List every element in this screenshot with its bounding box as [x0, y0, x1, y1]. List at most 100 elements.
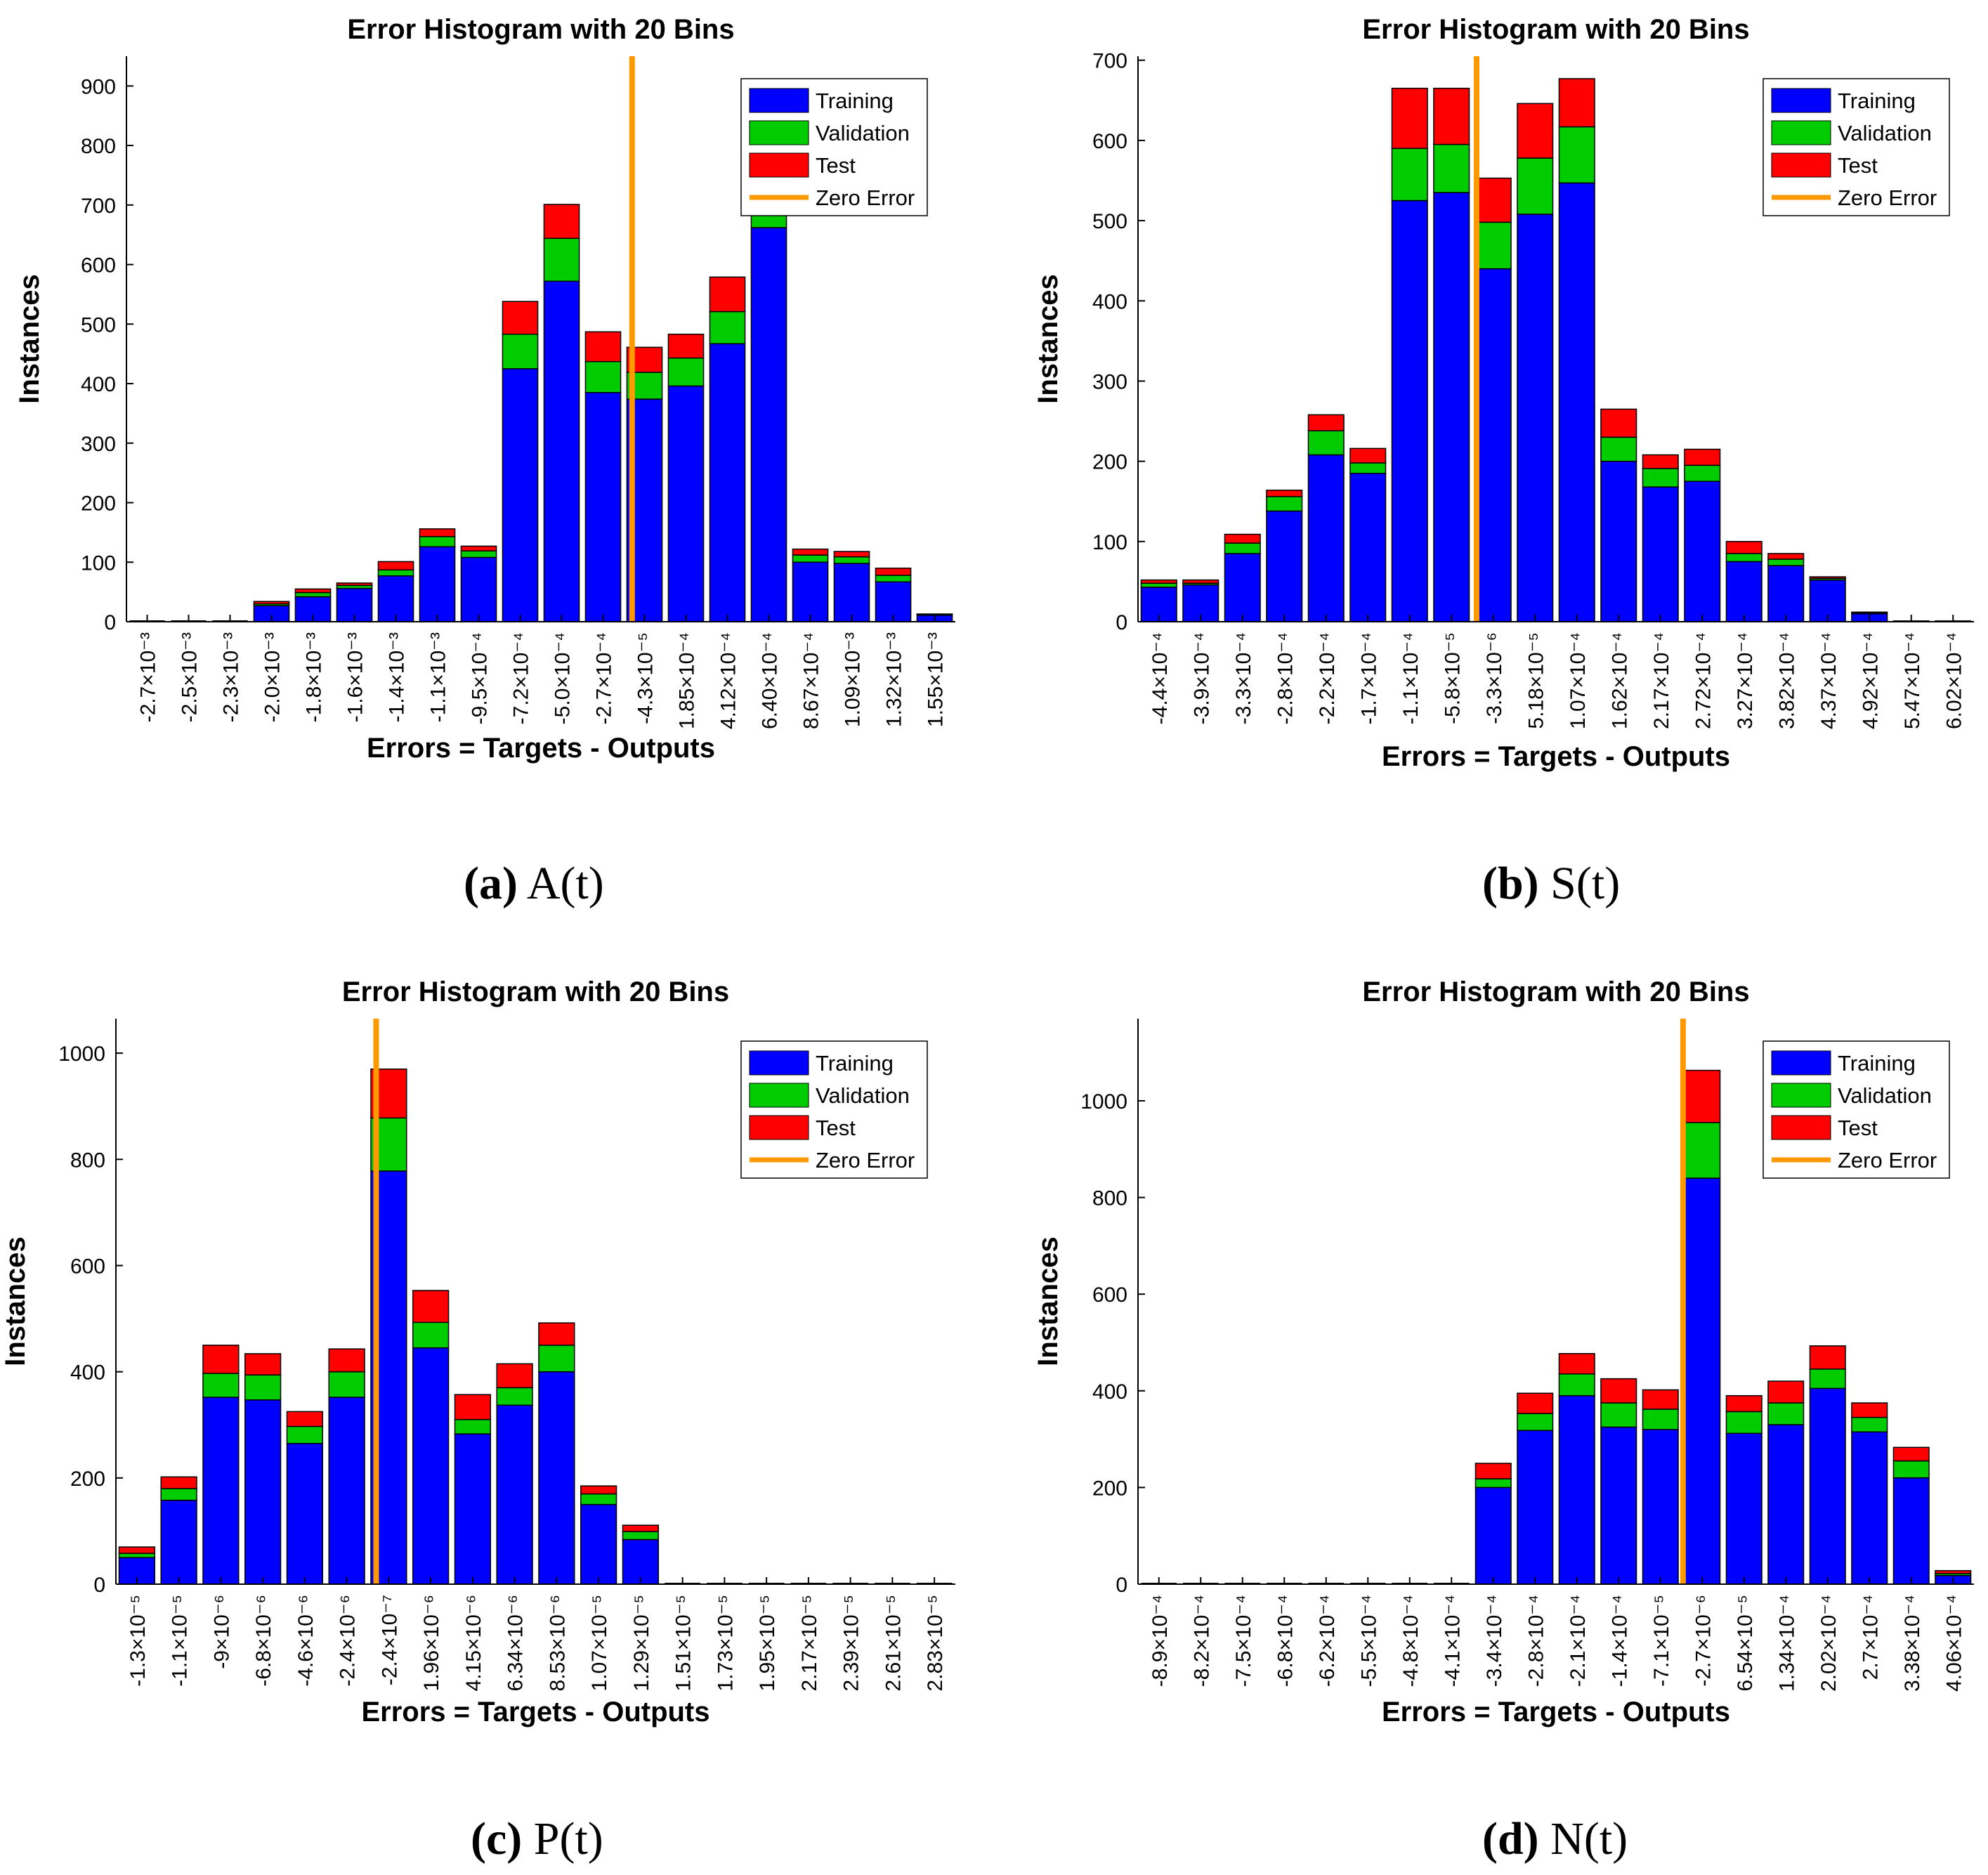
- x-tick-label: 1.62×10⁻⁴: [1608, 632, 1631, 729]
- bar-training-11: [580, 1503, 617, 1585]
- bar-test-11: [1600, 408, 1637, 438]
- bar-validation-16: [792, 554, 829, 563]
- bar-validation-10: [538, 1345, 575, 1373]
- bar-test-18: [1892, 1446, 1930, 1462]
- caption-c-text: P(t): [533, 1813, 603, 1864]
- legend-label: Validation: [816, 121, 910, 145]
- caption-c: (c) P(t): [471, 1812, 603, 1866]
- x-tick-label: -1.6×10⁻³: [344, 632, 367, 722]
- bar-training-3: [244, 1399, 282, 1585]
- bar-test-15: [1767, 553, 1805, 560]
- x-tick-label: 1.85×10⁻⁴: [676, 632, 699, 729]
- x-tick-label: 5.47×10⁻⁴: [1901, 632, 1924, 729]
- x-tick-label: -4.8×10⁻⁴: [1399, 1595, 1423, 1687]
- bar-training-10: [1558, 182, 1595, 622]
- chart-panel-a: Error Histogram with 20 Bins 0 100 200 300 40…: [0, 0, 994, 938]
- x-tick-label: 1.07×10⁻⁵: [588, 1595, 611, 1692]
- y-tick-label: 500: [1092, 210, 1127, 233]
- legend-label: Zero Error: [816, 1148, 915, 1172]
- x-tick-label: -2.4×10⁻⁶: [336, 1595, 360, 1687]
- histogram-a: Error Histogram with 20 Bins 0 100 200 300 40…: [14, 14, 955, 764]
- y-tick-label: 700: [1092, 50, 1127, 73]
- x-tick-label: -4.4×10⁻⁴: [1149, 632, 1172, 724]
- x-tick-label: -3.3×10⁻⁴: [1232, 632, 1255, 724]
- bar-validation-8: [1474, 1478, 1512, 1489]
- bar-validation-13: [1684, 1122, 1721, 1179]
- bar-training-4: [286, 1442, 324, 1585]
- legend-swatch-validation: [749, 1083, 809, 1108]
- legend-swatch-test: [749, 1115, 809, 1140]
- legend-label: Zero Error: [816, 185, 915, 210]
- y-tick-label: 1000: [1080, 1090, 1127, 1113]
- x-axis-label: Errors = Targets - Outputs: [367, 733, 715, 764]
- legend-label: Training: [1838, 1051, 1916, 1076]
- bar-test-14: [1725, 1394, 1763, 1413]
- y-tick-label: 400: [1092, 1380, 1127, 1404]
- bar-training-18: [1892, 1477, 1930, 1585]
- y-tick-label: 200: [81, 492, 116, 516]
- x-tick-label: -8.2×10⁻⁴: [1190, 1595, 1213, 1687]
- bar-test-11: [584, 331, 622, 362]
- bar-validation-17: [1851, 1416, 1888, 1433]
- x-tick-label: 2.39×10⁻⁵: [840, 1595, 863, 1692]
- bar-test-13: [1684, 448, 1721, 466]
- x-tick-label: -8.9×10⁻⁴: [1149, 1595, 1172, 1687]
- legend-swatch-training: [749, 1050, 809, 1076]
- bar-test-13: [1684, 1069, 1721, 1123]
- bar-validation-18: [875, 575, 912, 582]
- histogram-d: Error Histogram with 20 Bins 0 200 400 600 80…: [1033, 976, 1974, 1727]
- x-tick-label: 2.17×10⁻⁵: [798, 1595, 821, 1692]
- bar-test-8: [1474, 1463, 1512, 1479]
- x-tick-label: -1.3×10⁻⁵: [126, 1595, 150, 1687]
- legend-swatch-training: [749, 88, 809, 113]
- bar-validation-10: [543, 237, 580, 282]
- histogram-c: Error Histogram with 20 Bins 0 200 400 600 80…: [0, 976, 955, 1727]
- y-tick-label: 800: [70, 1149, 105, 1172]
- bar-validation-7: [1433, 143, 1470, 193]
- y-tick-label: 1000: [58, 1043, 105, 1066]
- x-tick-label: 2.72×10⁻⁴: [1692, 632, 1715, 729]
- bar-validation-3: [244, 1374, 282, 1401]
- bar-test-3: [244, 1353, 282, 1376]
- x-tick-label: -7.1×10⁻⁵: [1650, 1595, 1673, 1687]
- bar-test-19: [1935, 1569, 1972, 1574]
- bar-test-9: [502, 301, 539, 335]
- bar-validation-18: [1892, 1460, 1930, 1479]
- bar-test-0: [118, 1546, 156, 1554]
- bar-validation-13: [1684, 464, 1721, 482]
- y-axis-label: Instances: [1033, 274, 1064, 404]
- x-tick-label: -2.4×10⁻⁷: [378, 1595, 401, 1685]
- x-tick-label: 4.06×10⁻⁴: [1942, 1595, 1966, 1692]
- bar-training-10: [1558, 1394, 1595, 1585]
- x-tick-label: 1.95×10⁻⁵: [756, 1595, 779, 1692]
- x-tick-label: -2.3×10⁻³: [220, 632, 243, 722]
- bar-training-6: [1391, 200, 1428, 622]
- x-tick-label: 2.61×10⁻⁵: [882, 1595, 905, 1692]
- bar-training-13: [667, 385, 705, 622]
- x-tick-label: -5.8×10⁻⁵: [1441, 632, 1464, 724]
- x-tick-label: -1.4×10⁻³: [386, 632, 409, 722]
- bar-training-5: [328, 1397, 365, 1585]
- x-tick-label: -2.7×10⁻⁶: [1692, 1595, 1715, 1687]
- bar-test-12: [1642, 454, 1679, 469]
- x-tick-label: 2.83×10⁻⁵: [924, 1595, 947, 1692]
- x-tick-label: 6.34×10⁻⁶: [504, 1595, 528, 1691]
- y-tick-label: 200: [70, 1468, 105, 1491]
- bar-training-9: [1517, 1430, 1554, 1585]
- bar-training-15: [1767, 565, 1805, 622]
- bar-training-16: [792, 561, 829, 622]
- x-tick-label: -9×10⁻⁶: [210, 1595, 233, 1669]
- x-tick-label: -6.2×10⁻⁴: [1316, 1595, 1339, 1687]
- bar-training-11: [1600, 1426, 1637, 1585]
- y-tick-label: 800: [81, 135, 116, 158]
- x-tick-label: 1.96×10⁻⁶: [420, 1595, 443, 1691]
- y-tick-label: 800: [1092, 1187, 1127, 1210]
- x-tick-label: -4.3×10⁻⁵: [634, 632, 658, 724]
- bar-test-16: [1809, 1345, 1846, 1370]
- bar-test-8: [454, 1394, 492, 1420]
- bar-training-12: [1642, 1429, 1679, 1585]
- bar-validation-4: [294, 592, 332, 598]
- x-tick-label: -1.8×10⁻³: [303, 632, 326, 722]
- x-tick-label: 1.55×10⁻³: [924, 632, 948, 727]
